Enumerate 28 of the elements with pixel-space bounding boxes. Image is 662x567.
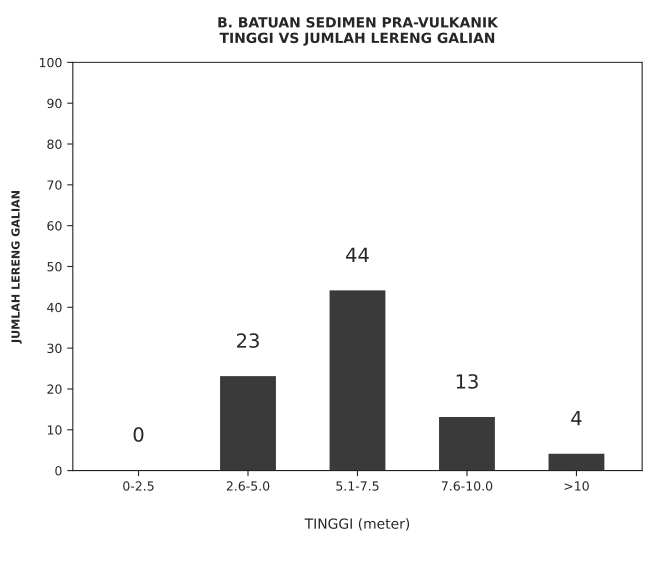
y-tick-label: 20 [47,384,62,394]
y-tick-label: 60 [47,221,62,231]
x-tick-label: 0-2.5 [123,481,154,491]
chart-title: B. BATUAN SEDIMEN PRA-VULKANIK TINGGI VS JUMLAH LERENG GALIAN [218,17,498,46]
bar [220,376,276,471]
y-tick-label: 80 [47,139,62,149]
data-label: 4 [571,411,582,426]
x-tick-label: 5.1-7.5 [336,481,379,491]
bar [439,416,495,471]
y-tick-label: 10 [48,425,62,435]
y-tick-label: 70 [48,180,62,190]
y-tick-label: 0 [55,466,62,476]
y-axis-title: JUMLAH LERENG GALIAN [11,191,22,344]
y-tick-label: 100 [40,58,62,68]
y-tick-label: 30 [47,344,62,354]
x-axis-title: TINGGI (meter) [304,518,410,531]
data-label: 13 [456,374,478,389]
data-label: 44 [346,248,369,262]
data-label: 23 [237,333,259,348]
x-tick-label: >10 [564,481,589,491]
y-tick-label: 90 [47,98,62,108]
y-tick-label: 50 [47,262,62,272]
y-tick-label: 40 [47,302,62,312]
x-tick-label: 7.6-10.0 [442,481,492,491]
x-tick-label: 2.6-5.0 [226,481,270,491]
bar [330,290,386,471]
bar [548,454,604,471]
data-label: 0 [134,427,144,442]
